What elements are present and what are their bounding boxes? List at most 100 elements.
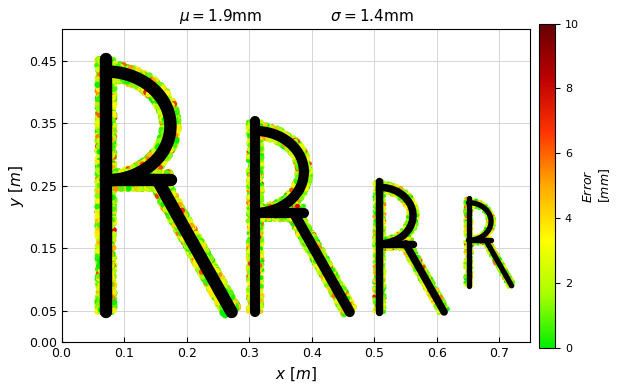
Point xyxy=(252,180,262,186)
Point xyxy=(183,237,193,243)
Point xyxy=(127,165,137,172)
Point xyxy=(256,278,266,284)
Point xyxy=(342,309,352,316)
Point xyxy=(286,212,296,218)
Point xyxy=(311,240,321,246)
Point xyxy=(256,213,266,219)
Point xyxy=(301,239,311,245)
Point xyxy=(462,256,472,262)
Point xyxy=(292,147,302,154)
Point xyxy=(164,115,175,122)
Point xyxy=(134,171,144,177)
Point xyxy=(101,241,112,248)
Point xyxy=(94,261,105,267)
Point xyxy=(123,181,133,187)
Point xyxy=(341,299,352,305)
Point xyxy=(297,195,307,201)
Point xyxy=(293,228,303,234)
Point xyxy=(264,215,274,222)
Point xyxy=(295,177,305,183)
Point xyxy=(249,255,260,261)
Point xyxy=(306,248,316,255)
Point xyxy=(110,197,120,204)
Point xyxy=(151,85,161,92)
Point xyxy=(107,235,117,241)
Point xyxy=(498,261,508,267)
Point xyxy=(383,185,393,191)
Point xyxy=(254,132,264,138)
Point xyxy=(209,286,219,292)
Point xyxy=(159,151,169,157)
Point xyxy=(290,208,300,215)
Point xyxy=(151,182,161,188)
Point xyxy=(406,248,416,255)
Point xyxy=(335,284,345,291)
Point xyxy=(171,135,181,142)
Point xyxy=(206,288,216,294)
Point xyxy=(303,163,313,169)
Point xyxy=(481,229,491,235)
Point xyxy=(485,225,495,231)
Point xyxy=(155,103,165,109)
Point xyxy=(170,141,180,147)
Point xyxy=(410,255,420,261)
Point xyxy=(126,180,136,186)
Point xyxy=(166,204,176,210)
Point xyxy=(103,202,113,208)
Point xyxy=(303,163,313,170)
Point xyxy=(156,88,166,94)
Point xyxy=(466,203,476,209)
Point xyxy=(99,195,109,201)
Point xyxy=(160,187,170,193)
Point xyxy=(107,295,117,301)
Point xyxy=(247,226,257,232)
Point xyxy=(139,168,149,174)
Point xyxy=(275,198,285,204)
Point xyxy=(373,281,383,287)
Point xyxy=(420,269,430,275)
Point xyxy=(101,174,112,180)
Point xyxy=(478,234,488,240)
Point xyxy=(93,178,103,184)
Point xyxy=(93,246,103,253)
Point xyxy=(378,213,388,220)
Point xyxy=(305,161,315,167)
Point xyxy=(130,171,140,177)
Point xyxy=(488,247,498,253)
Point xyxy=(463,226,473,232)
Point xyxy=(110,196,120,202)
Point xyxy=(109,69,119,75)
Point xyxy=(123,172,134,178)
Point xyxy=(249,240,260,246)
Point xyxy=(305,165,315,172)
Point xyxy=(321,265,331,271)
Point xyxy=(191,261,201,268)
Point xyxy=(403,256,413,262)
Point xyxy=(482,234,492,241)
Point xyxy=(345,303,355,309)
Point xyxy=(282,211,292,218)
Point xyxy=(103,69,113,75)
Point xyxy=(305,248,315,255)
Point xyxy=(279,205,289,211)
Point xyxy=(412,254,422,260)
Point xyxy=(485,219,495,225)
Point xyxy=(171,132,181,138)
Point xyxy=(152,170,163,176)
Point xyxy=(258,121,268,128)
Point xyxy=(145,152,155,158)
Point xyxy=(101,76,112,82)
Point xyxy=(377,238,387,244)
Point xyxy=(169,104,179,110)
Point xyxy=(254,256,264,262)
Point xyxy=(161,197,171,203)
Point xyxy=(474,199,484,205)
Point xyxy=(95,255,105,261)
Point xyxy=(144,170,154,176)
Point xyxy=(335,281,345,287)
Point xyxy=(300,174,310,181)
Point xyxy=(122,77,132,83)
Point xyxy=(93,168,103,174)
Point xyxy=(411,268,421,274)
Point xyxy=(163,177,173,183)
